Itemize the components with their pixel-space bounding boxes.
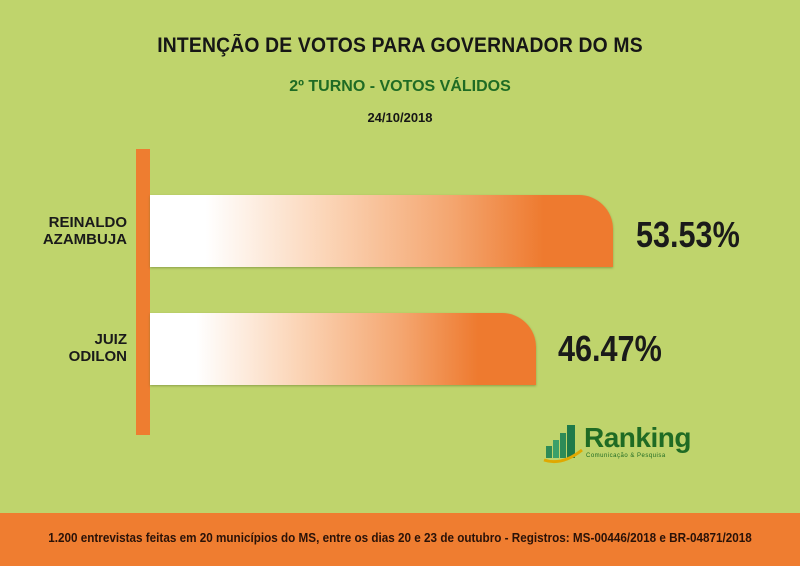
candidate-label-1: REINALDO AZAMBUJA [42,214,127,248]
bar-candidate-1 [150,195,613,267]
logo-name: Ranking [584,422,691,453]
chart-subtitle: 2º TURNO - VOTOS VÁLIDOS [289,78,511,95]
logo-tagline: Comunicação & Pesquisa [586,453,666,459]
bar-candidate-2 [150,313,536,385]
y-axis-bar [136,149,150,435]
value-candidate-1: 53.53% [636,214,740,255]
footer-band: 1.200 entrevistas feitas em 20 município… [0,513,800,566]
chart-title: INTENÇÃO DE VOTOS PARA GOVERNADOR DO MS [157,34,643,57]
footer-text: 1.200 entrevistas feitas em 20 município… [48,530,752,545]
bar-chart-logo-icon [543,425,583,464]
value-candidate-2: 46.47% [558,328,662,369]
candidate-label-2: JUIZ ODILON [68,331,127,365]
chart-date: 24/10/2018 [367,110,433,125]
ranking-logo: Ranking Comunicação & Pesquisa [542,420,692,465]
